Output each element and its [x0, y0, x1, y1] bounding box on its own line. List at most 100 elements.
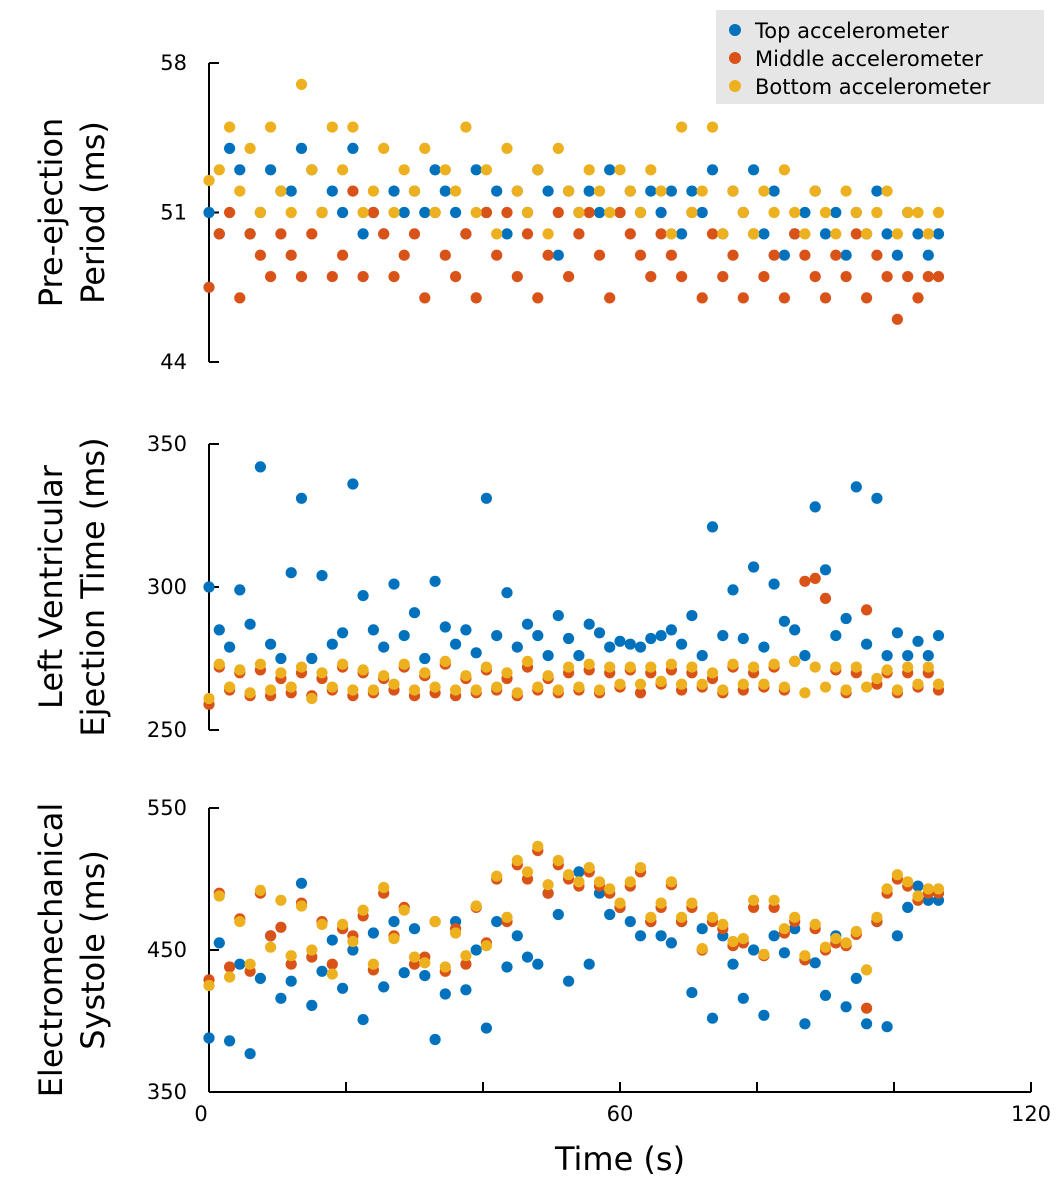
- data-point: [676, 638, 688, 650]
- data-point: [758, 185, 770, 197]
- y-axis-title-line: Period (ms): [74, 121, 112, 304]
- data-point: [203, 692, 215, 705]
- series-top-accelerometer: [203, 142, 945, 261]
- data-point: [244, 1048, 256, 1060]
- data-point: [891, 930, 904, 942]
- data-point: [203, 174, 215, 187]
- data-point: [398, 164, 410, 176]
- data-point: [213, 658, 225, 670]
- data-point: [737, 632, 749, 645]
- legend-label: Middle accelerometer: [755, 47, 983, 71]
- data-point: [593, 206, 606, 219]
- data-point: [326, 968, 338, 980]
- data-point: [316, 667, 328, 679]
- data-point: [593, 249, 606, 261]
- data-point: [306, 164, 318, 176]
- data-point: [234, 584, 246, 596]
- y-tick-label: 300: [147, 575, 187, 599]
- data-point: [295, 78, 308, 90]
- data-point: [552, 854, 564, 867]
- data-point: [491, 249, 503, 261]
- data-point: [655, 630, 667, 642]
- y-tick-label: 58: [160, 51, 187, 75]
- data-point: [367, 624, 379, 636]
- data-point: [419, 206, 431, 219]
- y-axis-title: Electromechanical Systole (ms): [32, 803, 112, 1098]
- data-point: [501, 961, 513, 973]
- data-point: [768, 658, 780, 670]
- data-point: [778, 681, 791, 693]
- y-axis-title-line: Left Ventricular: [32, 464, 70, 709]
- data-point: [501, 228, 513, 240]
- data-point: [912, 292, 924, 304]
- data-point: [265, 930, 277, 942]
- data-point: [902, 901, 914, 914]
- data-point: [583, 862, 595, 874]
- data-point: [521, 618, 534, 630]
- legend-marker: [729, 52, 741, 64]
- data-point: [563, 869, 575, 881]
- data-point: [254, 884, 266, 897]
- data-point: [748, 894, 760, 906]
- data-point: [244, 228, 256, 240]
- data-point: [501, 587, 513, 599]
- data-point: [861, 681, 873, 693]
- data-point: [706, 911, 719, 923]
- data-point: [830, 249, 842, 261]
- data-point: [665, 658, 678, 670]
- legend: Top accelerometer Middle accelerometer Bot…: [716, 10, 1044, 104]
- data-point: [439, 621, 451, 633]
- data-point: [224, 1035, 236, 1047]
- data-point: [799, 1018, 811, 1030]
- data-point: [768, 930, 780, 942]
- data-point: [645, 632, 657, 645]
- data-point: [511, 930, 523, 942]
- y-axis-title-line: Ejection Time (ms): [74, 437, 112, 736]
- data-point: [357, 664, 369, 676]
- data-point: [696, 650, 708, 662]
- data-point: [799, 575, 811, 587]
- data-point: [439, 249, 451, 261]
- data-point: [419, 970, 431, 982]
- data-point: [706, 121, 719, 133]
- data-point: [686, 897, 698, 909]
- y-axis-title-line: Systole (ms): [74, 850, 112, 1050]
- data-point: [326, 271, 338, 283]
- data-point: [388, 678, 400, 690]
- data-point: [501, 206, 513, 219]
- data-point: [480, 164, 492, 176]
- data-point: [727, 584, 739, 596]
- data-point: [634, 687, 647, 699]
- data-point: [881, 664, 893, 676]
- data-point: [758, 271, 770, 283]
- data-point: [347, 944, 359, 956]
- data-point: [830, 206, 842, 219]
- data-point: [378, 228, 390, 240]
- data-point: [840, 1001, 852, 1013]
- data-point: [583, 958, 595, 970]
- y-tick-label: 350: [147, 432, 187, 456]
- data-point: [563, 632, 575, 645]
- data-point: [470, 164, 482, 176]
- data-point: [696, 943, 708, 955]
- y-axis-title: Pre-ejection Period (ms): [32, 118, 112, 308]
- data-point: [213, 937, 225, 949]
- data-point: [727, 958, 739, 970]
- data-point: [347, 121, 359, 133]
- data-point: [378, 641, 390, 653]
- data-point: [932, 228, 945, 240]
- data-point: [521, 206, 534, 219]
- data-point: [881, 185, 893, 197]
- data-point: [717, 918, 729, 931]
- data-point: [871, 185, 883, 197]
- data-point: [912, 880, 924, 892]
- data-point: [542, 670, 554, 682]
- data-point: [429, 575, 441, 587]
- data-point: [799, 950, 811, 962]
- data-point: [871, 672, 883, 685]
- data-point: [809, 185, 821, 197]
- data-point: [337, 658, 349, 670]
- data-point: [778, 164, 791, 176]
- data-point: [388, 185, 400, 197]
- data-point: [254, 972, 266, 985]
